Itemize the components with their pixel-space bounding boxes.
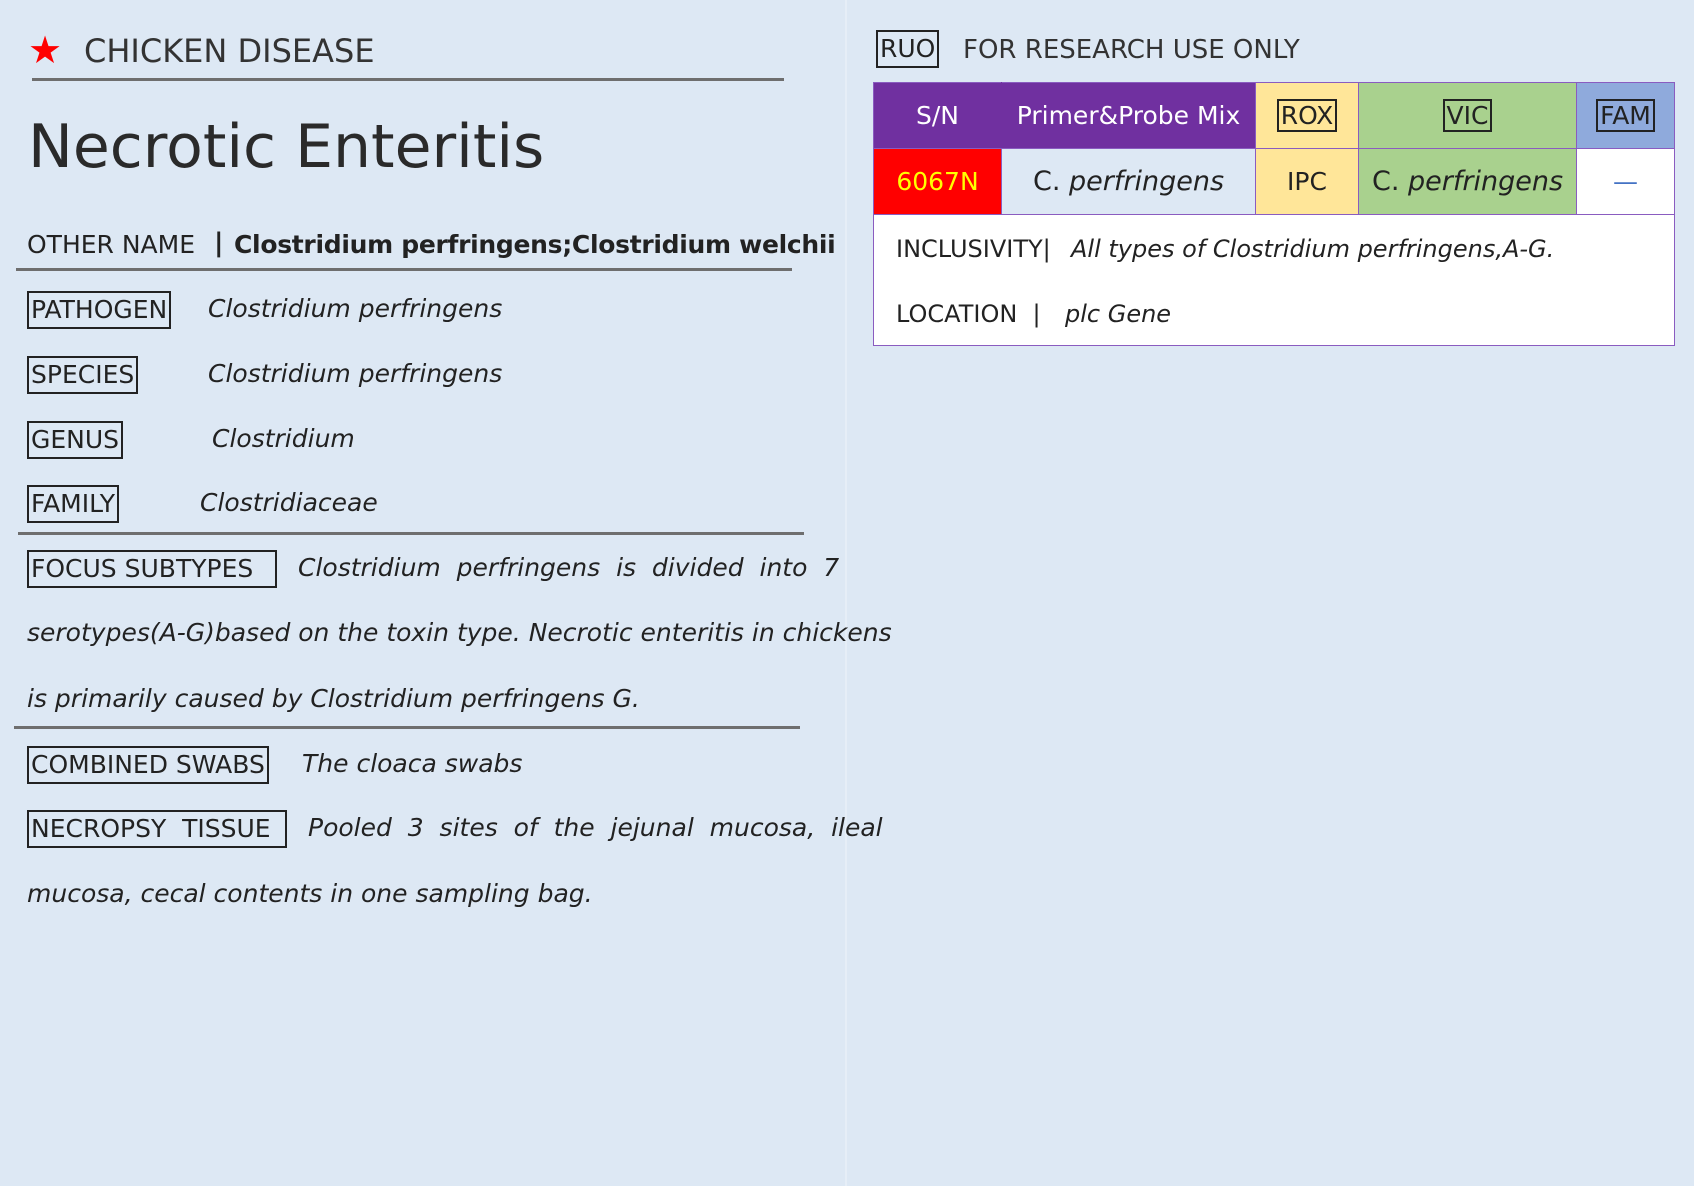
details-row: INCLUSIVITY| All types of Clostridium pe… [873, 214, 1675, 346]
fam-cell: — [1576, 148, 1675, 215]
inclusivity-label: INCLUSIVITY| [896, 235, 1051, 263]
focus-text-line: serotypes(A-G)based on the toxin type. N… [27, 618, 892, 647]
rox-cell: IPC [1255, 148, 1359, 215]
species-value: Clostridium perfringens [208, 359, 503, 388]
header-mix: Primer&Probe Mix [1001, 82, 1256, 149]
table-header-row: S/N Primer&Probe Mix ROX VIC FAM [873, 82, 1675, 149]
table-row: 6067N C. perfringens IPC C. perfringens … [873, 148, 1675, 215]
mix-cell: C. perfringens [1001, 148, 1256, 215]
focus-subtypes-label: FOCUS SUBTYPES [27, 550, 278, 588]
divider [32, 78, 784, 81]
details-cell: INCLUSIVITY| All types of Clostridium pe… [873, 214, 1675, 346]
vic-badge: VIC [1442, 99, 1493, 132]
panel-divider [845, 0, 847, 1186]
focus-text-line: Clostridium perfringens is divided into … [298, 553, 840, 582]
combined-swabs-value: The cloaca swabs [302, 749, 523, 778]
necropsy-tissue-line: Pooled 3 sites of the jejunal mucosa, il… [308, 813, 883, 842]
vic-italic: perfringens [1408, 166, 1564, 197]
category-label: CHICKEN DISEASE [84, 32, 375, 70]
rox-badge: ROX [1276, 99, 1338, 132]
necropsy-tissue-line: mucosa, cecal contents in one sampling b… [27, 879, 593, 908]
genus-value: Clostridium [212, 424, 355, 453]
location-label: LOCATION | [896, 300, 1041, 328]
family-value: Clostridiaceae [200, 488, 378, 517]
header-rox: ROX [1255, 82, 1359, 149]
other-name-value: Clostridium perfringens;Clostridium welc… [234, 230, 836, 259]
divider [18, 532, 804, 535]
sn-cell: 6067N [873, 148, 1002, 215]
ruo-text: FOR RESEARCH USE ONLY [963, 35, 1300, 65]
genus-label: GENUS [27, 421, 124, 459]
header-sn: S/N [873, 82, 1002, 149]
fam-badge: FAM [1596, 99, 1655, 132]
other-name-separator: | [214, 228, 224, 258]
pathogen-value: Clostridium perfringens [208, 294, 503, 323]
other-name-label: OTHER NAME [27, 230, 196, 259]
star-icon: ★ [28, 28, 63, 72]
header-fam: FAM [1576, 82, 1675, 149]
species-label: SPECIES [27, 356, 139, 394]
focus-text-line: is primarily caused by Clostridium perfr… [27, 684, 640, 713]
vic-cell: C. perfringens [1358, 148, 1577, 215]
inclusivity-value: All types of Clostridium perfringens,A-G… [1071, 235, 1555, 263]
necropsy-tissue-label: NECROPSY TISSUE [27, 810, 287, 848]
header-vic: VIC [1358, 82, 1577, 149]
product-table: S/N Primer&Probe Mix ROX VIC FAM 6067N C… [873, 82, 1675, 346]
family-label: FAMILY [27, 485, 120, 523]
mix-italic: perfringens [1069, 166, 1225, 197]
ruo-badge: RUO [876, 30, 940, 68]
pathogen-label: PATHOGEN [27, 291, 172, 329]
vic-prefix: C. [1371, 166, 1400, 197]
combined-swabs-label: COMBINED SWABS [27, 746, 269, 784]
divider [16, 268, 792, 271]
mix-prefix: C. [1032, 166, 1061, 197]
location-value: plc Gene [1065, 300, 1172, 328]
divider [14, 726, 800, 729]
page-title: Necrotic Enteritis [28, 112, 545, 182]
